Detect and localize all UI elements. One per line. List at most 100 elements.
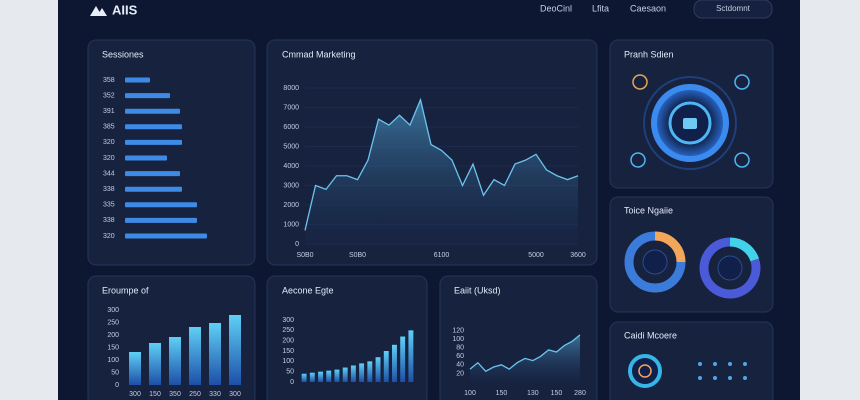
y-tick-label: 320 bbox=[103, 155, 115, 162]
button[interactable] bbox=[693, 0, 773, 19]
bar bbox=[125, 139, 182, 145]
y-tick-label: 20 bbox=[456, 370, 464, 377]
y-tick-label: 50 bbox=[286, 369, 294, 376]
icon bbox=[638, 364, 652, 378]
y-tick-label: 1000 bbox=[283, 221, 299, 228]
x-tick-label: 350 bbox=[169, 391, 181, 398]
y-tick-label: 4000 bbox=[283, 163, 299, 170]
donut-segment bbox=[624, 231, 686, 293]
bar bbox=[169, 337, 181, 385]
chart-title: Toice Ngaiie bbox=[624, 205, 673, 215]
y-tick-label: 0 bbox=[115, 382, 119, 389]
bar bbox=[129, 352, 141, 385]
y-tick-label: 8000 bbox=[283, 85, 299, 92]
y-tick-label: 335 bbox=[103, 202, 115, 209]
ring bbox=[643, 76, 737, 170]
bar bbox=[149, 343, 161, 385]
bar bbox=[326, 370, 332, 382]
y-tick-label: 320 bbox=[103, 139, 115, 146]
bar bbox=[125, 202, 197, 208]
donut-segment bbox=[699, 237, 761, 299]
y-tick-label: 338 bbox=[103, 217, 115, 224]
bar bbox=[367, 361, 373, 382]
logo: AIIS bbox=[112, 2, 138, 17]
y-tick-label: 200 bbox=[282, 338, 294, 345]
area bbox=[305, 99, 578, 244]
y-tick-label: 352 bbox=[103, 92, 115, 99]
bar bbox=[125, 93, 170, 99]
line bbox=[469, 334, 581, 373]
x-tick-label: 150 bbox=[149, 391, 161, 398]
x-tick-label: 150 bbox=[551, 390, 563, 397]
bar bbox=[125, 124, 182, 130]
chart-title: Eroumpe of bbox=[102, 285, 149, 295]
bar bbox=[125, 155, 167, 161]
x-tick-label: 330 bbox=[209, 391, 221, 398]
y-tick-label: 6000 bbox=[283, 124, 299, 131]
bar bbox=[125, 233, 207, 239]
y-tick-label: 150 bbox=[107, 344, 119, 351]
icon bbox=[734, 152, 750, 168]
y-tick-label: 3000 bbox=[283, 182, 299, 189]
donut-center bbox=[642, 249, 668, 275]
y-tick-label: 344 bbox=[103, 170, 115, 177]
panel-title: Caidi Mcoere bbox=[624, 330, 677, 340]
y-tick-label: 80 bbox=[456, 345, 464, 352]
bar bbox=[350, 365, 356, 382]
y-tick-label: 40 bbox=[456, 362, 464, 369]
x-tick-label: 150 bbox=[496, 390, 508, 397]
y-tick-label: 338 bbox=[103, 186, 115, 193]
donut-segment bbox=[654, 231, 686, 263]
panel bbox=[87, 39, 256, 266]
bar bbox=[334, 369, 340, 382]
lock-icon bbox=[683, 118, 697, 129]
x-tick-label: 250 bbox=[189, 391, 201, 398]
bar bbox=[229, 315, 241, 385]
icon bbox=[630, 152, 646, 168]
y-tick-label: 250 bbox=[107, 319, 119, 326]
x-tick-label: 3600 bbox=[570, 252, 586, 259]
chart-title: Cmmad Marketing bbox=[282, 49, 356, 59]
nav-item[interactable]: DeoCinl bbox=[540, 3, 572, 13]
x-tick-label: S0B0 bbox=[349, 252, 366, 259]
y-tick-label: 0 bbox=[295, 241, 299, 248]
x-tick-label: 6100 bbox=[434, 252, 450, 259]
y-tick-label: 320 bbox=[103, 233, 115, 240]
x-tick-label: 300 bbox=[229, 391, 241, 398]
donut-center bbox=[717, 255, 743, 281]
bar bbox=[125, 186, 182, 192]
y-tick-label: 200 bbox=[107, 332, 119, 339]
y-tick-label: 250 bbox=[282, 327, 294, 334]
y-tick-label: 5000 bbox=[283, 143, 299, 150]
y-tick-label: 100 bbox=[452, 336, 464, 343]
panel-title: Pranh Sdien bbox=[624, 49, 674, 59]
y-tick-label: 391 bbox=[103, 108, 115, 115]
bar bbox=[359, 363, 365, 382]
nav-item[interactable]: Caesaon bbox=[630, 3, 666, 13]
icon bbox=[734, 74, 750, 90]
donut-segment bbox=[729, 237, 760, 262]
bar bbox=[125, 108, 180, 114]
y-tick-label: 385 bbox=[103, 124, 115, 131]
button-label: Sctdomnt bbox=[716, 4, 751, 13]
bar bbox=[392, 344, 397, 382]
line bbox=[304, 97, 579, 231]
icon bbox=[632, 74, 648, 90]
bar bbox=[408, 330, 414, 382]
x-tick-label: 130 bbox=[527, 390, 539, 397]
y-tick-label: 60 bbox=[456, 353, 464, 360]
y-tick-label: 150 bbox=[282, 348, 294, 355]
x-tick-label: 100 bbox=[464, 390, 476, 397]
bar bbox=[375, 357, 381, 382]
gauge bbox=[628, 354, 662, 388]
bar bbox=[342, 367, 348, 382]
nav-item[interactable]: Lfita bbox=[592, 3, 609, 13]
bar bbox=[301, 373, 307, 382]
y-tick-label: 2000 bbox=[283, 202, 299, 209]
y-tick-label: 300 bbox=[282, 317, 294, 324]
bar bbox=[318, 371, 323, 382]
x-tick-label: 5000 bbox=[528, 252, 544, 259]
x-tick-label: 280 bbox=[574, 390, 586, 397]
